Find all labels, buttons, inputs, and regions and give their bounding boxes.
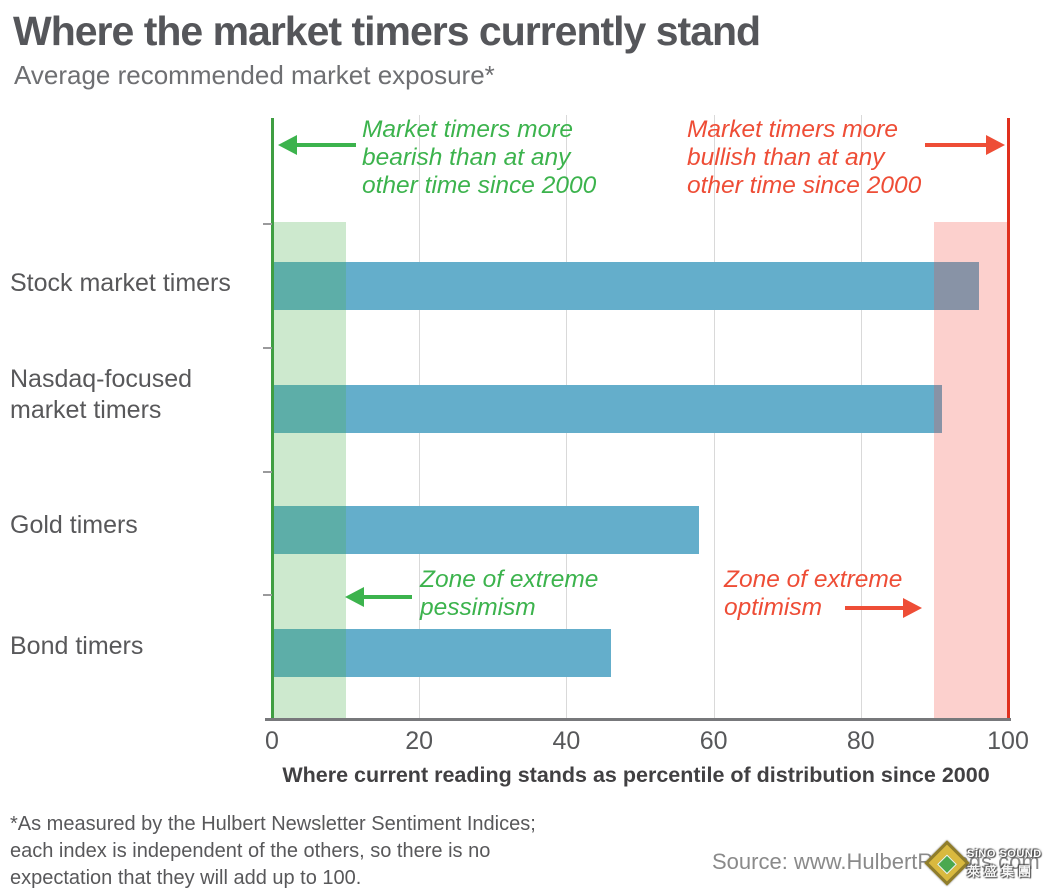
y-axis-tick	[263, 347, 272, 349]
x-tick-label: 0	[265, 727, 279, 755]
diamond-logo-icon	[924, 840, 970, 886]
category-label: Gold timers	[10, 511, 138, 539]
y-axis-tick	[263, 223, 272, 225]
annotation-optimism-zone: Zone of extreme optimism	[724, 566, 903, 621]
x-axis-ticks: 0 20 40 60 80 100	[265, 727, 1029, 757]
right-arrow-icon	[845, 598, 922, 618]
arrowhead-icon	[986, 135, 1005, 155]
y-axis-tick	[263, 594, 272, 596]
x-tick-label: 80	[846, 727, 875, 755]
category-label: Bond timers	[10, 632, 144, 660]
left-arrow-icon	[345, 587, 412, 607]
bar-stock-market-timers	[272, 262, 979, 310]
x-tick-label: 40	[552, 727, 581, 755]
footnote: *As measured by the Hulbert Newsletter S…	[10, 813, 536, 889]
source-credit: Source: www.HulbertRatings.com	[712, 849, 1040, 874]
arrowhead-icon	[345, 587, 364, 607]
bar-bond-timers	[272, 629, 611, 677]
watermark: SiNO SOUND 萊盛集團	[924, 840, 1049, 888]
zone-extreme-pessimism	[272, 222, 346, 718]
category-label: Stock market timers	[10, 269, 231, 297]
annotation-bearish: Market timers more bearish than at any o…	[362, 116, 597, 199]
plot-area	[263, 115, 1010, 718]
x-tick-label: 20	[405, 727, 434, 755]
x-tick-label: 60	[699, 727, 728, 755]
annotation-pessimism-zone: Zone of extreme pessimism	[420, 566, 599, 621]
category-label: Nasdaq-focused market timers	[10, 365, 193, 424]
bar-gold-timers	[272, 506, 699, 554]
bar-nasdaq-focused-market-timers	[272, 385, 942, 433]
x-axis-line	[265, 718, 1011, 721]
right-boundary-line	[1007, 118, 1010, 718]
right-arrow-icon	[925, 135, 1005, 155]
y-axis-tick	[263, 471, 272, 473]
watermark-brand-name-chinese: 萊盛集團	[967, 864, 1036, 879]
x-axis-title: Where current reading stands as percenti…	[282, 763, 990, 787]
arrowhead-icon	[903, 598, 922, 618]
chart-subtitle: Average recommended market exposure*	[14, 60, 495, 90]
arrowhead-icon	[278, 135, 297, 155]
page-title: Where the market timers currently stand	[13, 8, 761, 54]
watermark-brand-name: SiNO SOUND	[967, 848, 1042, 860]
zone-extreme-optimism	[934, 222, 1008, 718]
annotation-bullish: Market timers more bullish than at any o…	[687, 116, 922, 199]
y-axis-line	[271, 118, 274, 718]
left-arrow-icon	[278, 135, 356, 155]
x-tick-label: 100	[987, 727, 1029, 755]
